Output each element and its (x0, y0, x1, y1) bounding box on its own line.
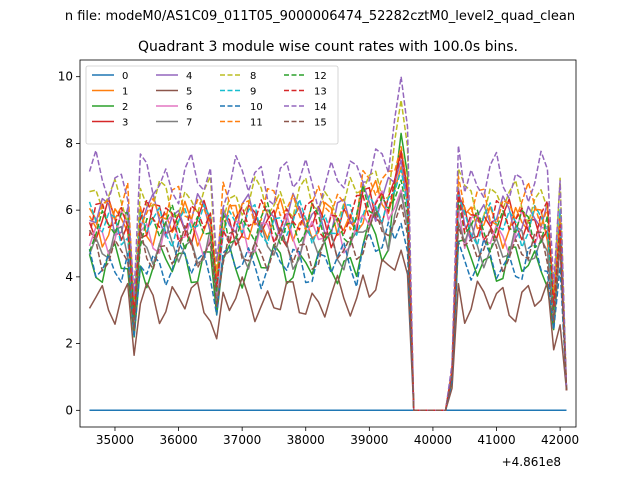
series-line-7 (88, 192, 568, 412)
legend-label-8: 8 (250, 71, 256, 82)
x-tick-label: 35000 (96, 433, 134, 447)
y-tick-label: 4 (65, 270, 73, 284)
plot-area: 35000 36000 37000 38000 39000 40000 41000 42000… (58, 59, 579, 447)
series-line-5 (88, 249, 568, 412)
series-line-12 (88, 179, 568, 412)
legend-label-12: 12 (314, 71, 327, 82)
legend-label-1: 1 (122, 87, 128, 98)
x-tick-label: 36000 (159, 433, 197, 447)
series-line-1 (88, 166, 568, 412)
x-tick-label: 37000 (223, 433, 261, 447)
legend-label-14: 14 (314, 102, 327, 113)
axes-frame (79, 59, 577, 428)
series-line-10 (88, 221, 568, 412)
series-line-4 (89, 159, 568, 412)
legend-label-10: 10 (250, 102, 263, 113)
legend-label-7: 7 (186, 118, 192, 129)
legend-label-11: 11 (250, 118, 263, 129)
x-tick-label: 42000 (541, 433, 579, 447)
legend-label-13: 13 (314, 87, 327, 98)
chart-title: Quadrant 3 module wise count rates with … (138, 39, 518, 55)
y-tick-label: 6 (65, 203, 73, 217)
x-tick-label: 40000 (414, 433, 452, 447)
series-line-14 (88, 75, 568, 412)
legend-label-9: 9 (250, 87, 256, 98)
x-tick-label: 39000 (350, 433, 388, 447)
legend-label-4: 4 (186, 71, 192, 82)
legend-label-15: 15 (314, 118, 327, 129)
series-line-9 (88, 169, 568, 412)
series-line-13 (88, 152, 568, 412)
legend-label-3: 3 (122, 118, 128, 129)
series-line-11 (88, 145, 568, 412)
legend-label-0: 0 (122, 71, 128, 82)
x-tick-label: 41000 (477, 433, 515, 447)
y-tick-label: 10 (58, 70, 73, 84)
y-tick-label: 2 (65, 337, 73, 351)
series-line-3 (88, 149, 568, 412)
y-tick-label: 0 (65, 403, 73, 417)
y-tick-label: 8 (65, 136, 73, 150)
legend-label-5: 5 (186, 87, 192, 98)
series-line-15 (88, 202, 568, 412)
legend-label-6: 6 (186, 102, 192, 113)
figure-suptitle: n file: modeM0/AS1C09_011T05_9000006474_… (65, 9, 575, 24)
x-offset-label: +4.861e8 (502, 455, 561, 469)
legend-label-2: 2 (122, 102, 128, 113)
legend-box (85, 65, 339, 145)
x-tick-label: 38000 (287, 433, 325, 447)
